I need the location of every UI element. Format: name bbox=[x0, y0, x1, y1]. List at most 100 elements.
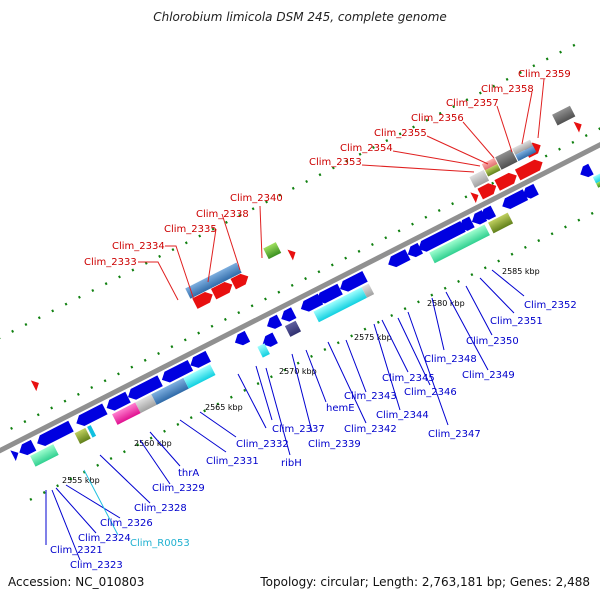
label-clim-2326: Clim_2326 bbox=[100, 518, 153, 529]
label-clim-2351: Clim_2351 bbox=[490, 316, 543, 327]
lower-gene-labels: Clim_2321 Clim_2323 Clim_2324 Clim_2326 … bbox=[50, 300, 577, 571]
gene-rev-2332 bbox=[234, 330, 251, 346]
label-clim-2342: Clim_2342 bbox=[344, 424, 397, 435]
gene-box-mint-left bbox=[30, 444, 59, 467]
gene-rev-2339 bbox=[300, 293, 324, 312]
gene-box-salmon-2356 bbox=[481, 157, 498, 171]
map-title: Chlorobium limicola DSM 245, complete ge… bbox=[153, 10, 447, 24]
gene-rev-thrA bbox=[161, 359, 194, 383]
lower-leader-lines bbox=[45, 269, 525, 561]
gene-box-olive-2356 bbox=[484, 163, 501, 177]
label-clim-2335: Clim_2335 bbox=[164, 224, 217, 235]
accession-text: Accession: NC_010803 bbox=[8, 575, 144, 589]
label-clim-2340: Clim_2340 bbox=[230, 193, 283, 204]
label-clim-2331: Clim_2331 bbox=[206, 456, 259, 467]
gene-box-blue-2329 bbox=[151, 377, 189, 405]
label-clim-2343: Clim_2343 bbox=[344, 391, 397, 402]
gene-box-green-2338 bbox=[263, 242, 282, 260]
gene-clim-2340 bbox=[287, 249, 296, 261]
label-clim-2344: Clim_2344 bbox=[376, 410, 429, 421]
gene-box-cyan-right bbox=[592, 172, 600, 184]
label-clim-2323: Clim_2323 bbox=[70, 560, 123, 571]
gene-rev-2337 bbox=[281, 307, 297, 322]
reverse-strand-genes bbox=[10, 163, 594, 462]
gene-rev-2344 bbox=[388, 249, 411, 268]
genome-lane bbox=[0, 40, 600, 501]
gene-rev-c bbox=[37, 420, 74, 447]
label-clim-2339: Clim_2339 bbox=[308, 439, 361, 450]
label-clim-2347: Clim_2347 bbox=[428, 429, 481, 440]
gene-box-grey-2353 bbox=[469, 169, 490, 188]
gene-box-dark-2359 bbox=[552, 105, 576, 126]
label-clim-2350: Clim_2350 bbox=[466, 336, 519, 347]
gene-rev-2331 bbox=[190, 350, 211, 368]
gene-box-grey-2358 bbox=[512, 139, 534, 155]
label-clim-2346: Clim_2346 bbox=[404, 387, 457, 398]
gene-rev-2346 bbox=[418, 221, 466, 252]
label-clim-2356: Clim_2356 bbox=[411, 113, 464, 124]
gene-box-navy-2339 bbox=[284, 320, 302, 337]
gene-clim-2334 bbox=[210, 281, 233, 300]
gene-box-olive-2349 bbox=[488, 212, 514, 234]
kbp-tick-2555: 2555 kbp bbox=[62, 476, 100, 485]
gene-rev-2326 bbox=[76, 403, 108, 427]
label-clim-2348: Clim_2348 bbox=[424, 354, 477, 365]
gene-clim-2359 bbox=[573, 121, 582, 133]
gene-rev-right-1 bbox=[580, 163, 594, 178]
gene-box-cyan-2342 bbox=[313, 287, 367, 323]
gene-box-olive-left bbox=[74, 427, 91, 444]
upper-leader-lines bbox=[138, 78, 545, 301]
gene-rev-2342 bbox=[340, 270, 368, 292]
label-heme: hemE bbox=[326, 403, 355, 414]
gene-clim-2335 bbox=[230, 273, 249, 290]
label-clim-2337: Clim_2337 bbox=[272, 424, 325, 435]
label-ribh: ribH bbox=[281, 458, 302, 469]
label-clim-2332: Clim_2332 bbox=[236, 439, 289, 450]
gene-rev-2349 bbox=[480, 205, 497, 220]
kbp-axis: 2555 kbp 2560 kbp 2565 kbp 2570 kbp 2575… bbox=[62, 267, 540, 485]
gene-clim-2354 bbox=[477, 183, 497, 200]
gene-box-grey-2342 bbox=[361, 283, 375, 298]
gene-rev-lower-1 bbox=[262, 332, 278, 347]
kbp-tick-2585: 2585 kbp bbox=[502, 267, 540, 276]
gene-rev-b bbox=[19, 439, 37, 456]
gene-clim-2333 bbox=[192, 291, 213, 309]
label-clim-2328: Clim_2328 bbox=[134, 503, 187, 514]
gene-box-mint-2346 bbox=[429, 224, 490, 264]
gene-rev-2329 bbox=[128, 375, 163, 400]
label-clim-r0053: Clim_R0053 bbox=[130, 538, 190, 549]
gene-box-green-right bbox=[595, 178, 600, 188]
gene-box-grey-2328 bbox=[135, 394, 157, 414]
gene-rev-2351 bbox=[522, 183, 539, 199]
gene-clim-2355 bbox=[494, 172, 517, 191]
label-clim-2352: Clim_2352 bbox=[524, 300, 577, 311]
gene-box-cyan-2337 bbox=[257, 343, 270, 358]
label-clim-2359: Clim_2359 bbox=[518, 69, 571, 80]
gene-small-left bbox=[30, 380, 39, 392]
label-clim-2338: Clim_2338 bbox=[196, 209, 249, 220]
label-clim-2353: Clim_2353 bbox=[309, 157, 362, 168]
gene-clim-2353 bbox=[470, 192, 479, 204]
label-clim-2349: Clim_2349 bbox=[462, 370, 515, 381]
gene-rev-2345 bbox=[407, 242, 423, 258]
gene-box-rna-R0053 bbox=[87, 425, 97, 438]
label-clim-2355: Clim_2355 bbox=[374, 128, 427, 139]
kbp-tick-2560: 2560 kbp bbox=[134, 439, 172, 448]
kbp-tick-2580: 2580 kbp bbox=[427, 299, 465, 308]
gene-clim-2356 bbox=[514, 159, 543, 181]
gene-box-blue-2358 bbox=[515, 145, 537, 162]
gene-rev-2350 bbox=[502, 189, 529, 210]
gene-rev-2347 bbox=[459, 216, 475, 231]
label-clim-2329: Clim_2329 bbox=[152, 483, 205, 494]
kbp-tick-2575: 2575 kbp bbox=[354, 333, 392, 342]
gene-box-cyan-2331 bbox=[183, 364, 216, 389]
kbp-tick-2570: 2570 kbp bbox=[279, 367, 317, 376]
label-clim-2334: Clim_2334 bbox=[112, 241, 165, 252]
label-clim-2321: Clim_2321 bbox=[50, 545, 103, 556]
gene-box-dark-2357 bbox=[495, 149, 518, 170]
gene-rev-ribH bbox=[267, 314, 283, 329]
gene-rev-hemE bbox=[316, 283, 343, 304]
kbp-tick-2565: 2565 kbp bbox=[205, 403, 243, 412]
label-clim-2324: Clim_2324 bbox=[78, 533, 131, 544]
